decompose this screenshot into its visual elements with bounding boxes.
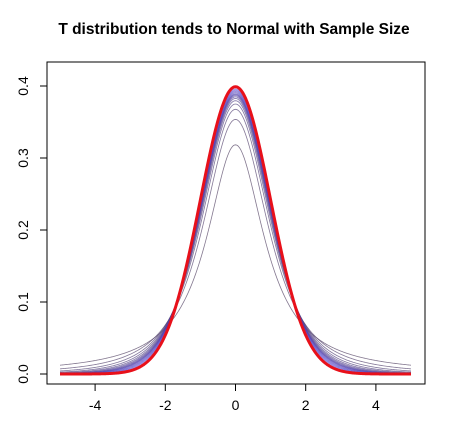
t-curve-df-7 — [59, 96, 412, 374]
normal-curve — [59, 85, 412, 376]
t-curve-df-10 — [59, 93, 412, 375]
y-tick-label: 0.0 — [15, 364, 31, 384]
y-tick-label: 0.3 — [15, 148, 31, 168]
x-tick-label: 4 — [372, 397, 380, 413]
x-tick-label: 0 — [232, 397, 240, 413]
x-tick-label: 2 — [302, 397, 310, 413]
x-axis: -4 -2 0 2 4 — [89, 383, 380, 413]
y-tick-label: 0.1 — [15, 292, 31, 312]
t-curve-df-2 — [59, 119, 412, 370]
x-tick-label: -4 — [89, 397, 102, 413]
t-curve-df-15 — [59, 91, 412, 375]
t-curve-df-3 — [59, 108, 412, 372]
t-curve-df-4 — [59, 103, 412, 373]
t-curve-df-6 — [59, 97, 412, 374]
t-curve-df-12 — [60, 92, 411, 375]
t-curve-df-5 — [59, 100, 412, 374]
t-curve-df-20 — [60, 89, 411, 375]
y-tick-label: 0.4 — [15, 76, 31, 96]
t-curve-df-30 — [59, 88, 412, 375]
t-curve-df-1 — [59, 144, 412, 366]
t-curve-df-9 — [59, 94, 412, 375]
plot-frame — [46, 61, 426, 385]
t-curve-df-8 — [59, 95, 412, 374]
x-tick-label: -2 — [159, 397, 172, 413]
y-axis: 0.0 0.1 0.2 0.3 0.4 — [15, 76, 48, 384]
y-tick-label: 0.2 — [15, 220, 31, 240]
curves-group — [59, 85, 412, 376]
chart-title: T distribution tends to Normal with Samp… — [58, 21, 410, 38]
